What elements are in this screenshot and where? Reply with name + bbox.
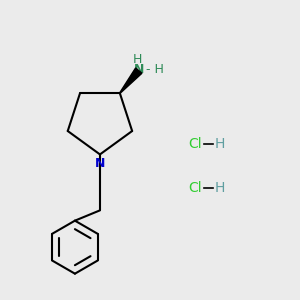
Text: H: H — [215, 181, 225, 195]
Polygon shape — [120, 68, 142, 93]
Text: H: H — [215, 137, 225, 151]
Text: - H: - H — [146, 63, 164, 76]
Text: H: H — [133, 53, 142, 66]
Text: Cl: Cl — [188, 137, 202, 151]
Text: N: N — [134, 63, 144, 76]
Text: N: N — [95, 157, 105, 170]
Text: Cl: Cl — [188, 181, 202, 195]
